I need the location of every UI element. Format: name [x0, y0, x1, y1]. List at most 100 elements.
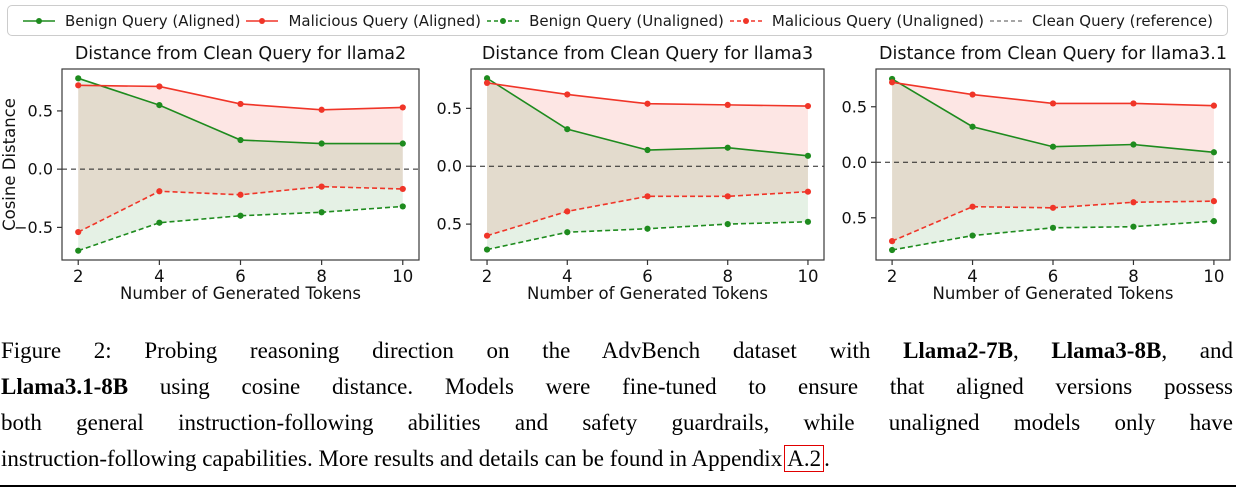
data-point: [75, 247, 82, 254]
data-point: [75, 228, 82, 236]
legend-marker-icon: [23, 17, 55, 24]
data-point: [1130, 199, 1137, 206]
chart-llama2: 0.5 0.0 −0.5 2 4 6 8 10 Distance from Clean Quer…: [0, 42, 425, 308]
data-point: [804, 188, 812, 195]
data-point: [1210, 218, 1218, 225]
data-point: [156, 188, 163, 195]
x-tick-label: 6: [1048, 267, 1059, 286]
series-benign-aligned: [483, 75, 812, 159]
data-point: [318, 140, 325, 147]
caption-text: .: [824, 446, 830, 471]
data-point: [483, 75, 491, 82]
legend-marker-icon: [246, 17, 279, 24]
x-tick-label: 4: [562, 267, 573, 286]
legend-item: Benign Query (Aligned): [22, 12, 240, 30]
data-point: [237, 191, 244, 198]
y-tick-label: −0.5: [840, 208, 867, 227]
data-point: [399, 203, 406, 210]
x-tick-label: 10: [797, 267, 818, 286]
data-point: [969, 123, 976, 130]
appendix-link[interactable]: A.2: [784, 445, 825, 472]
caption-text: instruction-following capabilities. More…: [1, 446, 783, 471]
chart-llama3: 0.5 0.0 −0.5 2 4 6 8 10 Distance from Clean Quer…: [423, 42, 830, 308]
figure-caption: Figure 2: Probing reasoning direction on…: [1, 333, 1235, 477]
legend-item: Malicious Query (Aligned): [245, 12, 481, 30]
data-point: [1210, 198, 1218, 205]
data-point: [237, 136, 244, 144]
data-point: [237, 100, 244, 108]
data-point: [724, 144, 731, 151]
data-point: [75, 75, 82, 82]
y-tick-label: 0.5: [28, 101, 53, 120]
caption-line: Llama3.1-8B using cosine distance. Model…: [1, 369, 1233, 405]
data-point: [969, 91, 976, 98]
legend-item: Benign Query (Unaligned): [486, 12, 724, 30]
caption-bold-text: Llama2-7B: [903, 338, 1013, 363]
series-benign-unaligned: [888, 218, 1218, 254]
y-axis-label: Cosine Distance: [0, 98, 19, 231]
chart-title: Distance from Clean Query for llama3: [482, 44, 813, 64]
data-point: [644, 100, 651, 107]
data-point: [399, 140, 406, 147]
x-tick-label: 8: [722, 267, 733, 286]
caption-text: Figure 2: Probing reasoning direction on…: [1, 338, 904, 363]
data-point: [644, 193, 651, 200]
charts-row: 0.5 0.0 −0.5 2 4 6 8 10 Distance from Clean Quer…: [0, 42, 1236, 308]
x-tick-label: 6: [235, 267, 246, 286]
series-malicious-aligned: [888, 79, 1218, 109]
x-tick-label: 2: [73, 267, 84, 286]
data-point: [724, 101, 731, 108]
caption-line: instruction-following capabilities. More…: [1, 441, 1233, 477]
data-point: [1130, 100, 1137, 107]
caption-bold-text: Llama3-8B: [1051, 338, 1162, 363]
chart-svg: 0.5 0.0 −0.5 2 4 6 8 10 Distance from Clean Quer…: [423, 44, 825, 303]
series-fill: [78, 78, 403, 251]
chart-title: Distance from Clean Query for llama2: [75, 44, 406, 64]
legend-item-label: Malicious Query (Unaligned): [771, 11, 984, 30]
y-tick-label: 0.0: [437, 157, 462, 176]
data-point: [1130, 141, 1137, 148]
caption-bold-text: Llama3.1-8B: [1, 374, 129, 399]
x-tick-label: 2: [482, 267, 493, 286]
data-point: [318, 183, 325, 190]
legend-marker-icon: [487, 17, 520, 24]
data-point: [969, 232, 976, 239]
data-point: [1130, 223, 1137, 230]
y-tick-label: 0.5: [437, 99, 462, 118]
data-point: [156, 83, 163, 90]
data-point: [644, 146, 651, 154]
x-tick-label: 2: [887, 267, 898, 286]
x-axis-label: Number of Generated Tokens: [933, 284, 1174, 303]
data-point: [888, 246, 896, 254]
x-tick-label: 10: [392, 267, 413, 286]
data-point: [804, 152, 812, 159]
chart-title: Distance from Clean Query for llama3.1: [879, 44, 1227, 64]
data-point: [564, 91, 571, 98]
series-malicious-aligned: [483, 79, 812, 110]
x-axis-label: Number of Generated Tokens: [527, 284, 768, 303]
figure-2: Benign Query (Aligned) Malicious Query (A…: [0, 5, 1236, 493]
data-point: [888, 238, 896, 245]
caption-line: Figure 2: Probing reasoning direction on…: [1, 333, 1233, 369]
data-point: [483, 79, 491, 86]
legend-item: Clean Query (reference): [989, 12, 1213, 30]
data-point: [888, 79, 896, 86]
y-tick-label: 0.0: [842, 153, 867, 172]
legend-item: Malicious Query (Unaligned): [729, 12, 984, 30]
legend-item-label: Clean Query (reference): [1031, 11, 1213, 30]
series-malicious-aligned: [75, 82, 406, 113]
bottom-rule: [0, 485, 1236, 487]
data-point: [724, 193, 731, 200]
data-point: [75, 82, 82, 89]
y-tick-label: −0.5: [14, 218, 53, 237]
data-point: [724, 221, 731, 228]
data-point: [969, 203, 976, 210]
x-axis-label: Number of Generated Tokens: [120, 284, 361, 303]
caption-line: both general instruction-following abili…: [1, 405, 1233, 441]
legend-marker-icon: [989, 19, 1022, 22]
data-point: [644, 225, 651, 232]
data-point: [1210, 149, 1218, 156]
data-point: [156, 219, 163, 226]
data-point: [399, 104, 406, 111]
data-point: [564, 229, 571, 236]
